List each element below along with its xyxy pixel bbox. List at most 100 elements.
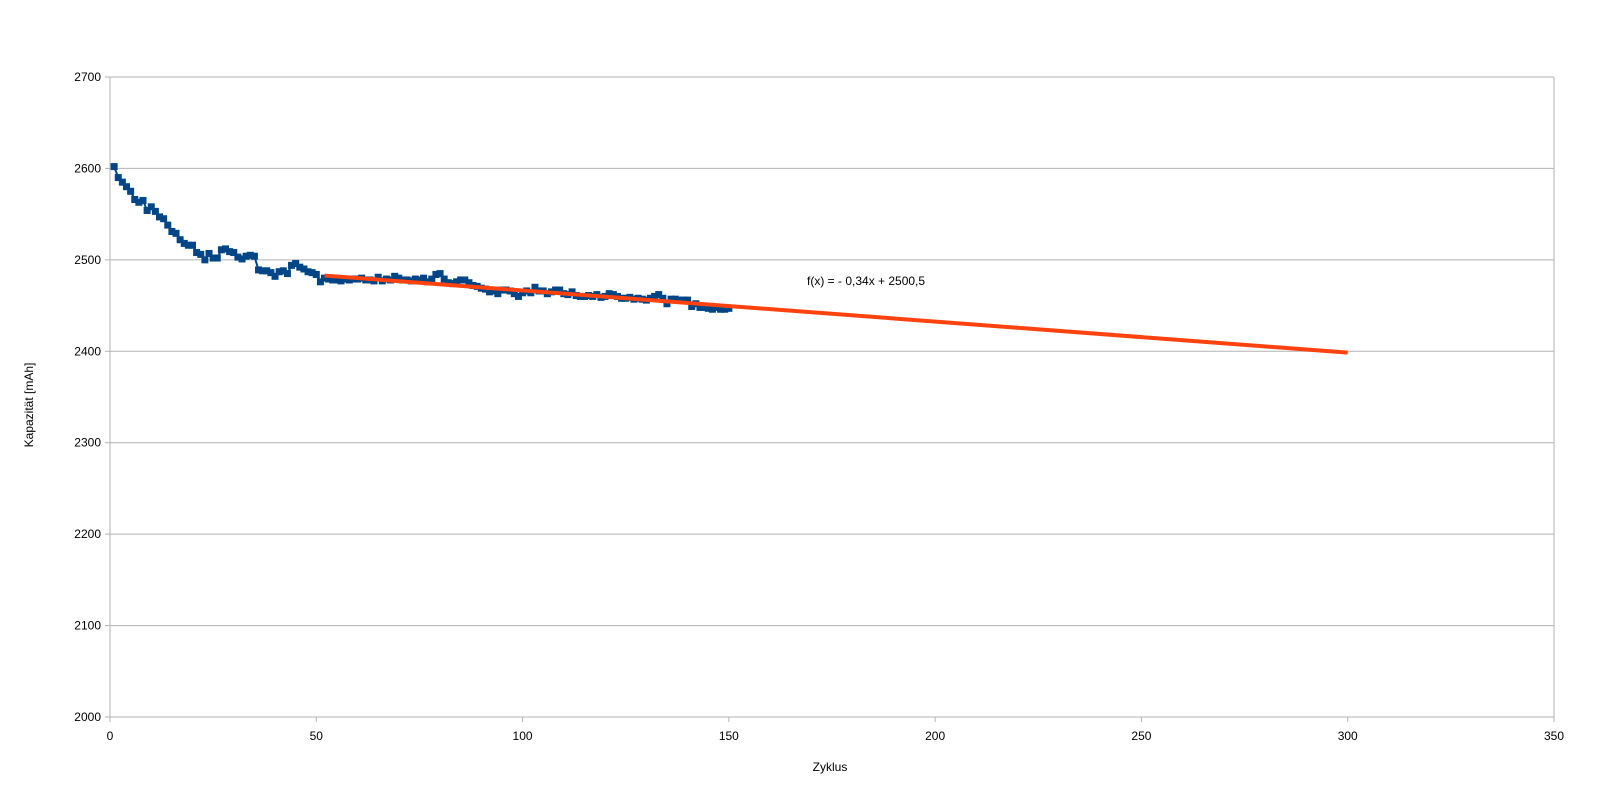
trendline-equation: f(x) = - 0,34x + 2500,5 bbox=[807, 274, 925, 288]
data-point bbox=[667, 295, 675, 303]
data-point bbox=[712, 303, 720, 311]
data-point bbox=[110, 163, 118, 171]
data-point bbox=[696, 303, 704, 311]
data-point bbox=[321, 274, 329, 282]
trendline bbox=[324, 273, 1348, 355]
x-tick-label: 0 bbox=[107, 729, 114, 743]
data-point bbox=[510, 290, 518, 298]
data-point bbox=[721, 305, 729, 313]
data-point bbox=[209, 254, 217, 262]
x-tick-label: 200 bbox=[925, 729, 945, 743]
data-point bbox=[168, 228, 176, 236]
data-point bbox=[444, 279, 452, 287]
data-point bbox=[292, 260, 300, 268]
data-point bbox=[201, 256, 209, 264]
trendline-group bbox=[324, 273, 1348, 355]
data-point bbox=[172, 229, 180, 237]
data-point bbox=[139, 196, 147, 204]
data-point bbox=[420, 274, 428, 282]
x-tick-label: 350 bbox=[1544, 729, 1564, 743]
y-tick-label: 2300 bbox=[74, 436, 101, 450]
data-point bbox=[411, 275, 419, 283]
series-line bbox=[113, 166, 730, 311]
data-point bbox=[659, 294, 667, 302]
x-tick-label: 100 bbox=[513, 729, 533, 743]
y-tick-label: 2200 bbox=[74, 527, 101, 541]
data-point bbox=[275, 268, 283, 276]
data-point bbox=[395, 274, 403, 282]
data-point bbox=[708, 305, 716, 313]
data-point bbox=[279, 267, 287, 275]
data-point bbox=[519, 289, 527, 297]
data-point bbox=[415, 276, 423, 284]
data-point bbox=[663, 300, 671, 308]
y-tick-label: 2100 bbox=[74, 619, 101, 633]
data-point bbox=[457, 276, 465, 284]
data-point bbox=[296, 263, 304, 271]
data-point bbox=[453, 278, 461, 286]
data-point bbox=[267, 269, 275, 277]
data-point bbox=[490, 287, 498, 295]
x-tick-label: 50 bbox=[310, 729, 324, 743]
x-tick-labels: 0 50 100 150 200 250 300 350 bbox=[107, 729, 1565, 743]
data-point bbox=[684, 296, 692, 304]
data-point bbox=[222, 245, 230, 253]
data-point bbox=[135, 198, 143, 206]
data-point bbox=[531, 283, 539, 291]
data-point bbox=[428, 275, 436, 283]
data-point bbox=[679, 296, 687, 304]
y-tick-label: 2500 bbox=[74, 253, 101, 267]
data-point bbox=[436, 270, 444, 278]
data-point bbox=[704, 304, 712, 312]
data-point bbox=[688, 302, 696, 310]
data-point bbox=[283, 270, 291, 278]
data-point bbox=[151, 207, 159, 215]
data-point bbox=[118, 178, 126, 186]
data-point bbox=[494, 290, 502, 298]
y-tick-label: 2400 bbox=[74, 344, 101, 358]
data-point bbox=[568, 288, 576, 296]
data-point bbox=[316, 278, 324, 286]
data-point bbox=[193, 249, 201, 257]
data-point bbox=[605, 290, 613, 298]
y-tick-label: 2000 bbox=[74, 710, 101, 724]
data-point bbox=[465, 279, 473, 287]
data-point bbox=[655, 291, 663, 299]
x-tick-label: 250 bbox=[1131, 729, 1151, 743]
data-point bbox=[675, 296, 683, 304]
data-point bbox=[700, 303, 708, 311]
y-tick-label: 2700 bbox=[74, 70, 101, 84]
data-point bbox=[250, 252, 258, 260]
data-point bbox=[180, 239, 188, 247]
data-point bbox=[651, 292, 659, 300]
data-point bbox=[725, 304, 733, 312]
data-point bbox=[226, 248, 234, 256]
data-point bbox=[123, 183, 131, 191]
data-point bbox=[160, 215, 168, 223]
data-point bbox=[333, 276, 341, 284]
x-tick-label: 150 bbox=[719, 729, 739, 743]
data-point bbox=[345, 276, 353, 284]
data-point bbox=[263, 267, 271, 275]
data-point bbox=[440, 275, 448, 283]
data-point bbox=[300, 265, 308, 273]
data-point bbox=[288, 261, 296, 269]
data-point bbox=[259, 267, 267, 275]
axes bbox=[105, 76, 1555, 722]
y-tick-label: 2600 bbox=[74, 161, 101, 175]
data-point bbox=[246, 251, 254, 259]
data-point bbox=[143, 206, 151, 214]
data-point bbox=[234, 253, 242, 261]
data-point bbox=[609, 291, 617, 299]
data-point bbox=[432, 270, 440, 278]
data-point bbox=[461, 276, 469, 284]
data-point bbox=[147, 203, 155, 211]
data-point bbox=[197, 250, 205, 258]
data-point bbox=[391, 272, 399, 280]
x-tick-label: 300 bbox=[1338, 729, 1358, 743]
data-point bbox=[304, 268, 312, 276]
data-point bbox=[238, 255, 246, 263]
data-point bbox=[176, 236, 184, 244]
data-point bbox=[127, 187, 135, 195]
